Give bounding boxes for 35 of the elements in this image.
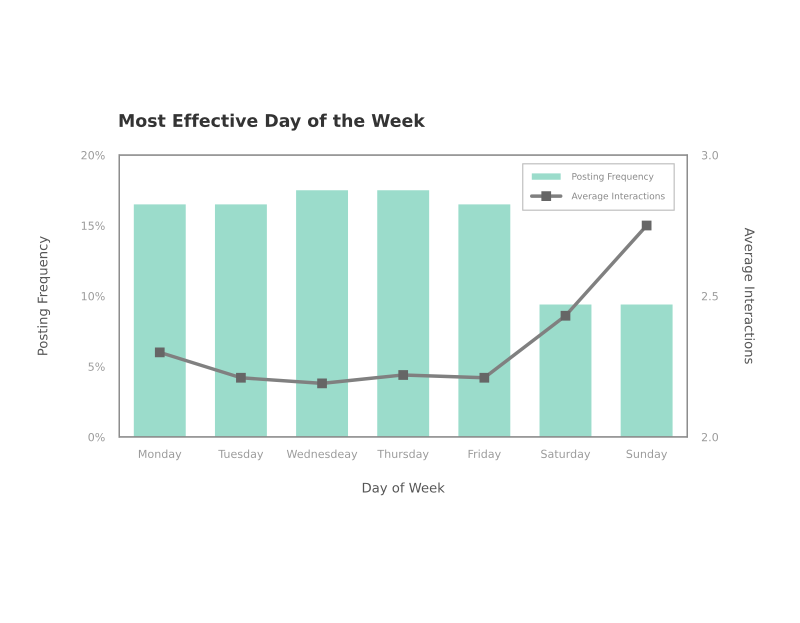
bar [296, 190, 348, 437]
legend-label: Average Interactions [572, 192, 665, 202]
bar [620, 304, 673, 437]
point [317, 378, 327, 388]
point [560, 310, 570, 321]
chart-title: Most Effective Day of the Week [120, 114, 426, 131]
x-tick-label: Monday [138, 449, 182, 460]
y-tick-label: 5% [88, 362, 105, 371]
y2-tick-label: 2.5 [702, 292, 718, 300]
y-tick-label: 0% [88, 432, 105, 442]
x-tick-label: Tuesday [218, 449, 264, 460]
point [154, 348, 165, 358]
y-axis-title: Posting Frequency [37, 236, 50, 355]
bar [458, 204, 510, 437]
x-tick-label: Sunday [626, 449, 668, 460]
bar [134, 204, 186, 437]
x-tick-label: Wednesdeay [286, 449, 358, 460]
point [642, 220, 652, 230]
bar [214, 204, 267, 437]
point [479, 372, 490, 383]
y-tick-label: 10% [82, 292, 105, 300]
x-tick-label: Saturday [541, 449, 590, 460]
y-tick-label: 20% [81, 151, 105, 160]
y-tick-label: 15% [82, 222, 105, 230]
bar [377, 190, 430, 437]
legend-label: Posting Frequency [572, 172, 654, 182]
y2-axis-title: Average Interactions [742, 228, 755, 364]
x-tick-label: Thursday [377, 449, 429, 460]
y2-tick-label: 2.0 [702, 432, 718, 442]
bar [540, 304, 592, 437]
x-axis-title: Day of Week [362, 482, 445, 496]
point [398, 370, 408, 380]
x-tick-label: Friday [468, 449, 501, 460]
point [236, 372, 246, 383]
y2-tick-label: 3.0 [702, 151, 718, 160]
